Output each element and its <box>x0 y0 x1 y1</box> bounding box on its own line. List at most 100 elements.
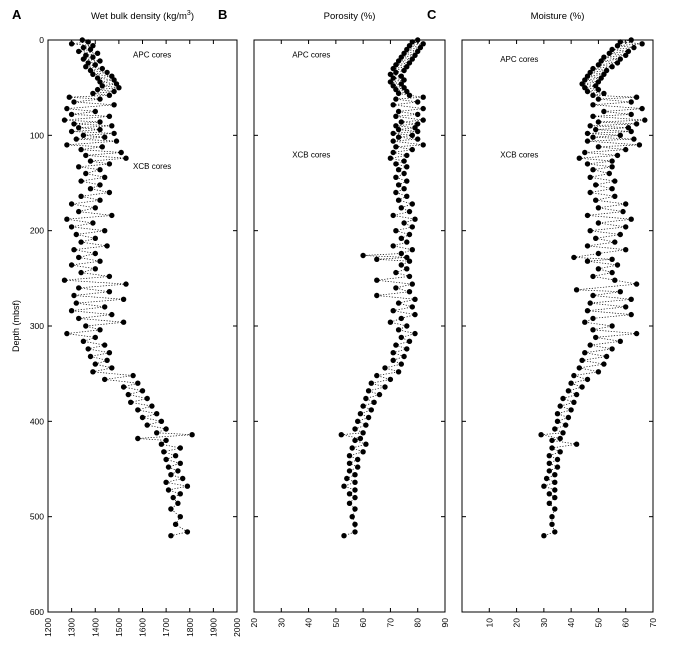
data-point <box>612 277 618 283</box>
data-point <box>636 142 643 148</box>
data-point <box>158 441 165 447</box>
data-point <box>590 102 596 108</box>
data-point <box>76 208 82 215</box>
data-point <box>552 529 558 535</box>
data-point <box>341 483 347 489</box>
data-point <box>390 75 396 81</box>
data-point <box>92 62 99 68</box>
data-point <box>387 319 394 325</box>
data-point <box>390 83 396 89</box>
data-point <box>628 311 634 318</box>
data-point <box>628 216 634 222</box>
data-point <box>161 449 167 455</box>
data-point <box>404 193 410 199</box>
data-point <box>406 60 413 66</box>
series-connector <box>64 39 193 537</box>
data-point <box>106 289 113 295</box>
data-point <box>390 243 396 249</box>
x-tick-label: 40 <box>566 618 576 628</box>
data-point <box>565 414 572 421</box>
core-annotation: APC cores <box>292 50 330 59</box>
data-point <box>584 73 591 79</box>
data-point <box>346 453 353 459</box>
data-point <box>109 311 115 318</box>
data-point <box>374 292 380 299</box>
data-point <box>92 250 99 257</box>
data-point <box>355 464 361 470</box>
data-point <box>106 113 113 120</box>
data-point <box>87 353 94 360</box>
data-point <box>73 231 80 238</box>
x-tick-label: 50 <box>331 618 341 628</box>
data-point <box>546 468 552 474</box>
data-point <box>606 50 612 56</box>
data-point <box>587 69 593 76</box>
data-point <box>376 391 383 398</box>
data-point <box>412 52 418 58</box>
data-point <box>415 128 421 135</box>
data-point <box>404 46 410 53</box>
data-point <box>579 357 585 363</box>
data-point <box>172 453 179 459</box>
data-point <box>87 158 94 164</box>
data-point <box>390 102 396 108</box>
data-point <box>584 138 591 144</box>
data-point <box>395 58 402 64</box>
data-point <box>409 39 415 45</box>
data-point <box>404 239 410 245</box>
data-point <box>99 83 106 89</box>
data-point <box>352 529 358 535</box>
data-point <box>406 258 413 264</box>
data-point <box>420 94 426 100</box>
data-point <box>420 142 426 148</box>
data-point <box>371 399 377 405</box>
y-tick-label: 100 <box>30 130 44 140</box>
x-tick-label: 80 <box>413 618 423 628</box>
data-point <box>177 491 183 497</box>
data-point <box>590 65 596 72</box>
data-point <box>623 224 629 230</box>
data-point <box>165 487 172 493</box>
data-point <box>92 235 99 241</box>
data-point <box>90 71 96 78</box>
x-tick-label: 70 <box>648 618 658 628</box>
data-point <box>104 69 110 76</box>
data-point <box>409 304 415 310</box>
data-point <box>609 256 615 262</box>
data-point <box>172 521 179 527</box>
data-point <box>393 69 399 76</box>
data-point <box>97 119 103 125</box>
data-point <box>97 96 103 102</box>
data-point <box>598 58 604 64</box>
data-point <box>90 90 96 97</box>
data-point <box>395 126 402 133</box>
x-tick-label: 1800 <box>185 618 195 637</box>
data-point <box>390 130 396 137</box>
data-point <box>584 161 591 167</box>
data-point <box>554 411 561 417</box>
data-point <box>382 365 388 371</box>
data-point <box>189 432 195 438</box>
data-point <box>73 136 80 142</box>
data-point <box>642 117 648 123</box>
data-point <box>135 407 141 413</box>
data-point <box>639 41 645 47</box>
data-point <box>590 315 596 322</box>
data-point <box>104 243 110 249</box>
data-point <box>393 62 399 68</box>
data-point <box>404 178 410 184</box>
data-point <box>99 65 106 72</box>
panel-title: Moisture (%) <box>531 11 585 22</box>
data-point <box>68 224 75 230</box>
data-point <box>97 182 103 188</box>
data-point <box>83 63 89 70</box>
data-point <box>80 44 87 51</box>
data-point <box>412 311 418 318</box>
data-point <box>398 334 404 341</box>
data-point <box>92 334 99 341</box>
data-point <box>387 71 394 78</box>
data-point <box>338 432 344 438</box>
data-point <box>420 41 426 47</box>
data-point <box>87 186 94 192</box>
data-point <box>352 437 358 444</box>
